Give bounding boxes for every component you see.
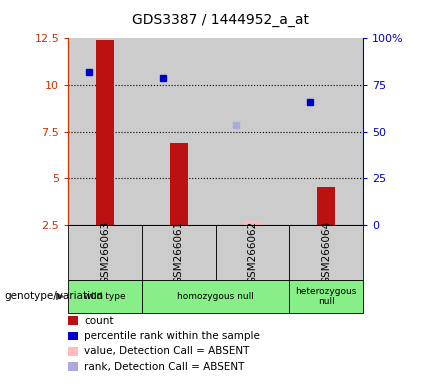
Bar (290, 38, 363, 225)
Text: percentile rank within the sample: percentile rank within the sample (84, 331, 260, 341)
Text: genotype/variation: genotype/variation (4, 291, 103, 301)
Text: homozygous null: homozygous null (177, 292, 254, 301)
Text: GSM266063: GSM266063 (100, 221, 110, 284)
Bar (243, 221, 262, 225)
Text: value, Detection Call = ABSENT: value, Detection Call = ABSENT (84, 346, 250, 356)
Text: GSM266061: GSM266061 (174, 221, 184, 284)
Bar (169, 143, 188, 225)
Bar (68, 38, 142, 225)
Bar (216, 225, 290, 280)
Bar (290, 225, 363, 280)
Bar (68, 280, 142, 313)
Text: GSM266064: GSM266064 (321, 221, 331, 284)
Text: GDS3387 / 1444952_a_at: GDS3387 / 1444952_a_at (132, 13, 308, 27)
Bar (290, 280, 363, 313)
Bar (68, 225, 142, 280)
Bar (96, 40, 114, 225)
Text: count: count (84, 316, 114, 326)
Bar (142, 280, 290, 313)
Text: GSM266062: GSM266062 (247, 221, 257, 284)
Text: wild type: wild type (84, 292, 126, 301)
Bar (317, 187, 335, 225)
Bar (142, 225, 216, 280)
Bar (142, 38, 216, 225)
Text: rank, Detection Call = ABSENT: rank, Detection Call = ABSENT (84, 362, 245, 372)
Text: heterozygous
null: heterozygous null (296, 287, 357, 306)
Bar (216, 38, 290, 225)
